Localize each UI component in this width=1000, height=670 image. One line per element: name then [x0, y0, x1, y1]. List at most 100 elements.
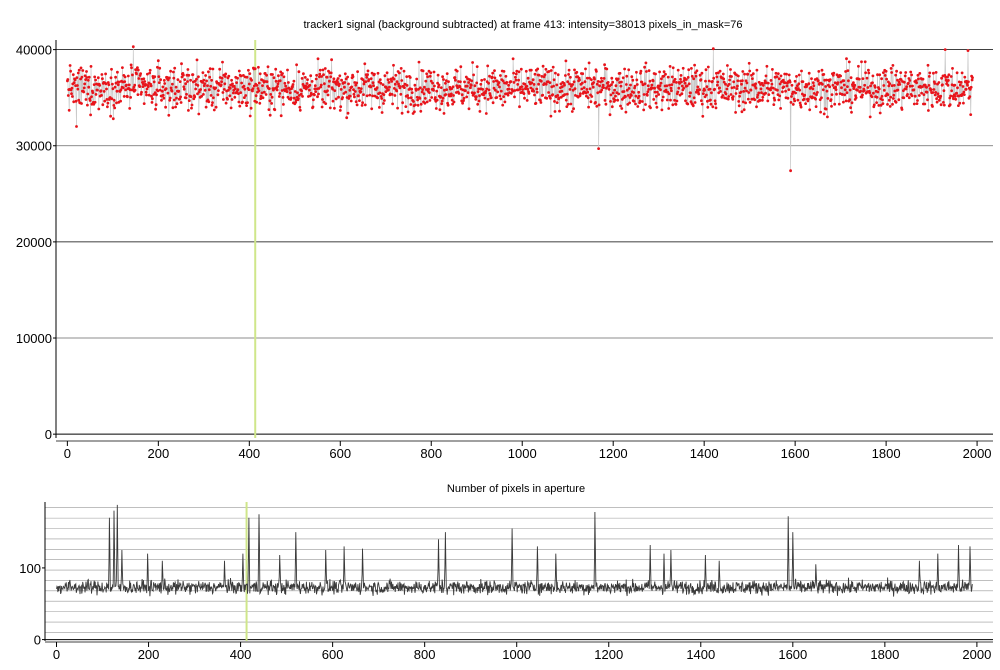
signal-point: [824, 107, 828, 111]
signal-point: [736, 74, 740, 78]
signal-point: [946, 75, 949, 79]
signal-point: [881, 98, 884, 102]
signal-point: [564, 74, 567, 77]
signal-point: [424, 79, 428, 83]
signal-point: [533, 93, 536, 97]
signal-point: [268, 99, 272, 103]
signal-point: [685, 84, 689, 88]
signal-point: [246, 101, 249, 104]
signal-point: [364, 80, 368, 83]
signal-point: [670, 75, 674, 79]
signal-point: [412, 100, 415, 103]
signal-point: [105, 98, 109, 101]
signal-point: [701, 114, 705, 118]
signal-point: [491, 71, 495, 75]
signal-point: [790, 83, 794, 87]
signal-point: [326, 93, 330, 97]
signal-point: [817, 70, 821, 73]
signal-point: [344, 90, 348, 94]
signal-point: [462, 99, 465, 102]
signal-point: [725, 87, 729, 91]
signal-point: [312, 98, 315, 102]
signal-point: [247, 68, 250, 72]
signal-point: [362, 82, 366, 86]
signal-point: [692, 96, 696, 100]
y-tick-label: 20000: [16, 235, 52, 250]
signal-point: [721, 94, 725, 97]
signal-point: [778, 94, 782, 98]
signal-point: [716, 80, 720, 84]
signal-point: [325, 75, 329, 79]
signal-point: [211, 67, 215, 71]
signal-point: [175, 102, 179, 106]
signal-point: [548, 81, 552, 84]
x-tick-label: 1000: [508, 446, 537, 461]
signal-point: [158, 66, 162, 70]
signal-point: [554, 71, 557, 75]
signal-point: [781, 78, 785, 82]
signal-point: [92, 83, 96, 86]
signal-point: [657, 93, 661, 96]
signal-point: [654, 72, 657, 76]
signal-point: [362, 93, 365, 96]
signal-point: [558, 109, 561, 113]
signal-point: [337, 95, 340, 99]
signal-point: [413, 103, 417, 107]
signal-point: [726, 97, 730, 101]
signal-point: [440, 99, 444, 103]
signal-point: [292, 96, 296, 100]
signal-point: [266, 65, 270, 69]
signal-point: [194, 87, 198, 91]
signal-point: [182, 85, 186, 89]
signal-point: [318, 68, 322, 72]
signal-point: [195, 58, 199, 62]
signal-point: [144, 90, 148, 94]
signal-point: [810, 77, 813, 80]
signal-point: [259, 94, 263, 98]
signal-point: [268, 113, 272, 117]
signal-point: [586, 96, 590, 100]
signal-point: [731, 97, 735, 101]
signal-point: [609, 93, 613, 97]
signal-point: [585, 88, 589, 91]
signal-point: [719, 90, 722, 93]
signal-point: [753, 98, 757, 102]
signal-point: [906, 93, 909, 96]
signal-point: [803, 93, 807, 97]
signal-point: [966, 83, 969, 87]
signal-point: [811, 95, 814, 99]
signal-point: [887, 84, 891, 88]
signal-point: [146, 72, 149, 76]
signal-point: [481, 88, 485, 91]
signal-point: [102, 90, 106, 93]
signal-point: [158, 88, 162, 92]
signal-point: [647, 88, 651, 91]
signal-point: [670, 83, 674, 86]
signal-point: [860, 95, 864, 99]
signal-point: [155, 93, 158, 97]
signal-point: [526, 87, 530, 91]
signal-point: [643, 65, 646, 69]
signal-point: [673, 77, 677, 81]
signal-point: [106, 81, 110, 84]
signal-point: [698, 88, 701, 92]
signal-point: [782, 85, 786, 89]
signal-point: [839, 74, 842, 78]
signal-point: [865, 76, 869, 80]
signal-point: [162, 79, 166, 82]
signal-point: [153, 75, 157, 79]
signal-point: [943, 48, 947, 51]
signal-point: [416, 103, 420, 107]
signal-point: [863, 60, 867, 64]
signal-point: [178, 80, 182, 83]
signal-point: [458, 85, 462, 89]
signal-point: [371, 94, 374, 98]
signal-point: [136, 93, 140, 96]
signal-point: [925, 85, 928, 89]
signal-point: [556, 73, 560, 77]
signal-point: [113, 106, 117, 110]
signal-point: [650, 86, 654, 90]
signal-point: [291, 85, 294, 89]
signal-point: [564, 59, 568, 63]
